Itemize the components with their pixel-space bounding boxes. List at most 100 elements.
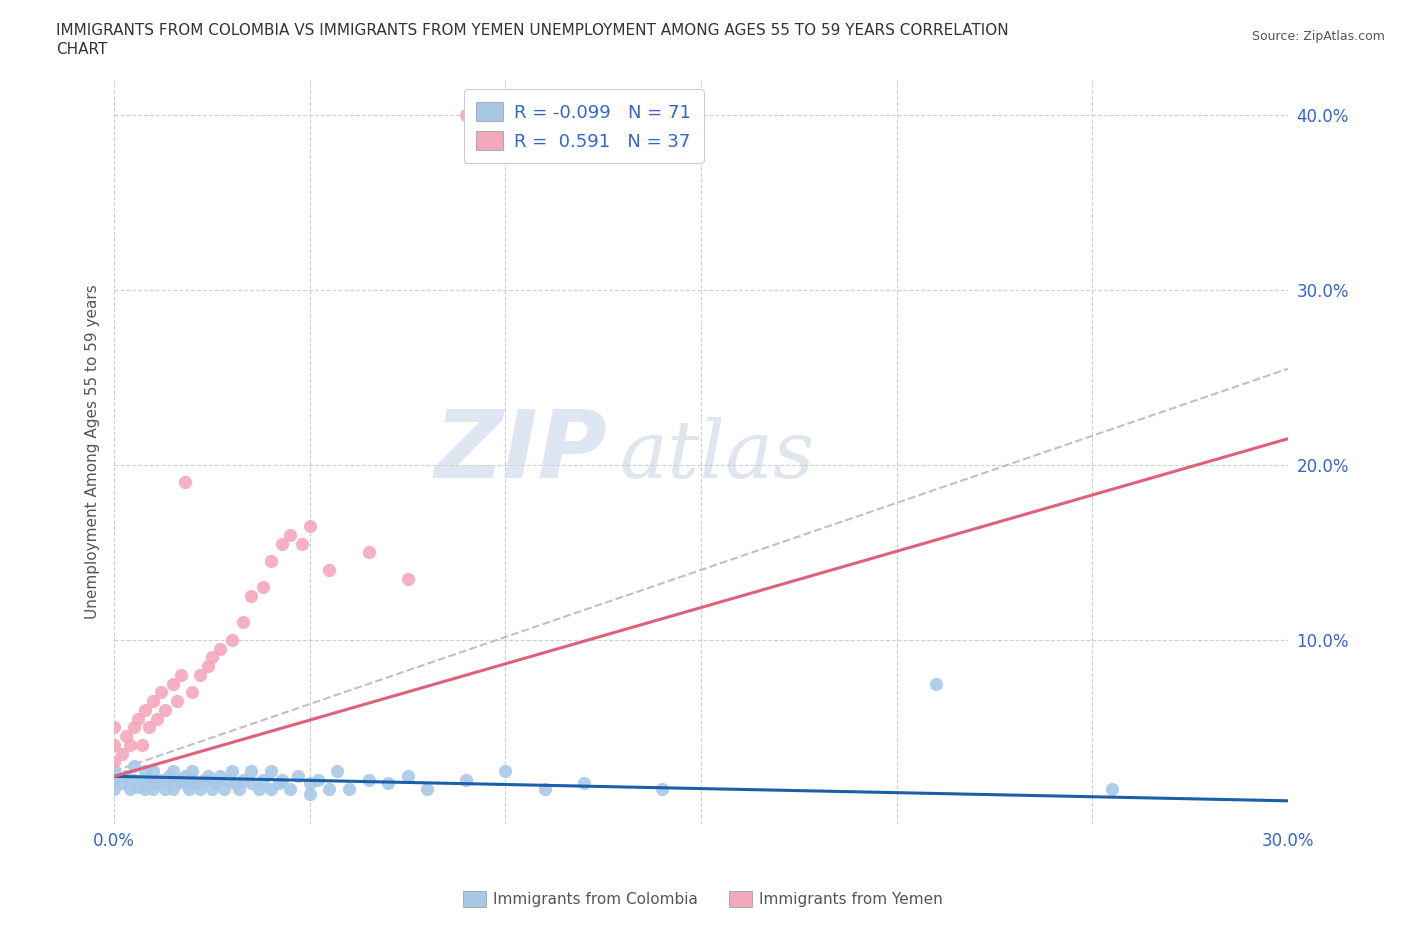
Point (396, 571, 419, 586)
Point (173, 769, 195, 784)
Point (103, 764, 125, 778)
Point (278, 527, 301, 542)
Point (186, 776, 208, 790)
Point (252, 773, 274, 788)
Point (208, 641, 231, 656)
Point (318, 563, 340, 578)
Point (1101, 781, 1123, 796)
Text: atlas: atlas (619, 417, 814, 495)
Point (271, 773, 294, 788)
Point (456, 108, 478, 123)
Point (337, 781, 360, 796)
Point (326, 764, 349, 778)
Point (153, 781, 176, 796)
Point (115, 769, 138, 784)
Point (103, 720, 125, 735)
Point (131, 773, 153, 788)
Point (193, 773, 215, 788)
Point (173, 776, 195, 790)
Point (377, 776, 399, 790)
Point (170, 668, 193, 683)
Point (232, 773, 254, 788)
Point (162, 676, 184, 691)
Point (162, 764, 184, 778)
Point (142, 781, 165, 796)
Point (208, 769, 231, 784)
Point (224, 776, 246, 790)
Point (181, 773, 204, 788)
Point (122, 720, 145, 735)
Point (221, 764, 243, 778)
Point (240, 764, 263, 778)
Text: IMMIGRANTS FROM COLOMBIA VS IMMIGRANTS FROM YEMEN UNEMPLOYMENT AMONG AGES 55 TO : IMMIGRANTS FROM COLOMBIA VS IMMIGRANTS F… (56, 23, 1010, 38)
Point (212, 781, 235, 796)
Point (157, 769, 180, 784)
Point (287, 769, 309, 784)
Point (201, 781, 224, 796)
Point (166, 694, 188, 709)
Point (146, 711, 169, 726)
Point (131, 737, 153, 752)
Point (118, 781, 141, 796)
Point (572, 776, 595, 790)
Point (201, 650, 224, 665)
Point (396, 769, 419, 784)
Point (146, 776, 169, 790)
Point (111, 776, 134, 790)
Text: CHART: CHART (56, 42, 108, 57)
Text: ZIP: ZIP (434, 405, 607, 498)
Point (181, 764, 204, 778)
Legend: Immigrants from Colombia, Immigrants from Yemen: Immigrants from Colombia, Immigrants fro… (457, 884, 949, 913)
Point (278, 781, 301, 796)
Y-axis label: Unemployment Among Ages 55 to 59 years: Unemployment Among Ages 55 to 59 years (86, 285, 100, 619)
Legend: R = -0.099   N = 71, R =  0.591   N = 37: R = -0.099 N = 71, R = 0.591 N = 37 (464, 89, 704, 163)
Point (111, 746, 134, 761)
Point (170, 773, 193, 788)
Point (142, 764, 165, 778)
Point (103, 737, 125, 752)
Point (252, 580, 274, 595)
Point (416, 781, 439, 796)
Point (134, 764, 156, 778)
Point (103, 773, 125, 788)
Point (298, 787, 321, 802)
Point (115, 729, 138, 744)
Point (240, 776, 263, 790)
Point (188, 668, 211, 683)
Point (188, 781, 211, 796)
Point (138, 720, 160, 735)
Point (260, 781, 283, 796)
Point (103, 755, 125, 770)
Point (271, 537, 294, 551)
Point (150, 773, 173, 788)
Point (651, 781, 673, 796)
Point (142, 694, 165, 709)
Point (260, 553, 283, 568)
Point (181, 684, 204, 699)
Point (134, 781, 156, 796)
Point (260, 764, 283, 778)
Point (122, 773, 145, 788)
Point (221, 632, 243, 647)
Point (127, 711, 149, 726)
Point (925, 676, 948, 691)
Point (138, 776, 160, 790)
Point (494, 764, 516, 778)
Point (166, 776, 188, 790)
Point (201, 773, 224, 788)
Point (318, 781, 340, 796)
Point (162, 773, 184, 788)
Point (162, 781, 184, 796)
Point (533, 781, 555, 796)
Point (197, 658, 219, 673)
Point (142, 773, 165, 788)
Point (118, 737, 141, 752)
Point (267, 776, 290, 790)
Point (298, 519, 321, 534)
Point (456, 773, 478, 788)
Point (205, 776, 228, 790)
Point (103, 781, 125, 796)
Point (232, 615, 254, 630)
Point (173, 475, 195, 490)
Point (240, 589, 263, 604)
